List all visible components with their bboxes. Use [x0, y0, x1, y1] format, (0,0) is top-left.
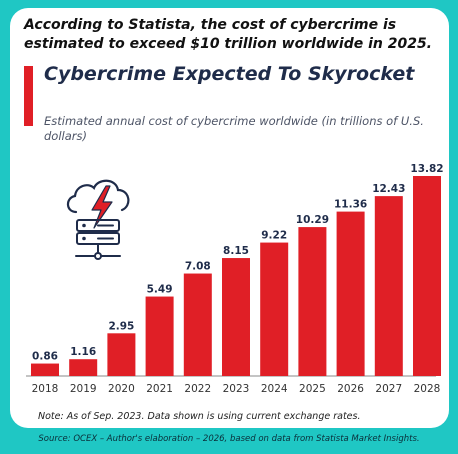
bar-2019	[69, 359, 98, 376]
headline: According to Statista, the cost of cyber…	[24, 17, 433, 52]
x-tick-2018: 2018	[32, 383, 59, 395]
cloud-server-lightning-icon	[66, 179, 130, 260]
bar-2023	[222, 258, 250, 376]
data-label-2021: 5.49	[147, 284, 173, 296]
bar-chart: 0.86 2018 1.16 2019 2.95 2020 5.49 2021 7.08 2022…	[26, 163, 444, 395]
data-label-2018: 0.86	[32, 351, 58, 363]
bar-2020	[107, 333, 136, 376]
data-label-2022: 7.08	[185, 261, 211, 273]
data-label-2020: 2.95	[108, 320, 134, 332]
x-tick-2020: 2020	[108, 383, 135, 395]
chart-title: Cybercrime Expected To Skyrocket	[44, 63, 415, 85]
data-label-2025: 10.29	[296, 214, 329, 226]
x-tick-2026: 2026	[337, 383, 364, 395]
x-tick-2021: 2021	[146, 383, 173, 395]
x-tick-2025: 2025	[299, 383, 326, 395]
bar-2026	[336, 211, 365, 376]
x-tick-2024: 2024	[261, 383, 288, 395]
bar-2027	[374, 196, 403, 376]
infographic-card: According to Statista, the cost of cyber…	[10, 8, 449, 428]
x-tick-2022: 2022	[184, 383, 211, 395]
data-label-2023: 8.15	[223, 245, 249, 257]
bar-2025	[298, 227, 327, 376]
bar-2018	[31, 363, 59, 376]
data-label-2027: 12.43	[372, 183, 405, 195]
x-tick-2028: 2028	[414, 383, 441, 395]
bar-2024	[260, 242, 289, 376]
footnote: Note: As of Sep. 2023. Data shown is usi…	[38, 411, 361, 422]
x-tick-2023: 2023	[223, 383, 250, 395]
bar-2028	[413, 176, 441, 376]
data-label-2026: 11.36	[334, 199, 367, 211]
bar-2022	[183, 273, 212, 376]
data-label-2024: 9.22	[261, 230, 287, 242]
data-label-2028: 13.82	[410, 163, 443, 175]
title-accent-bar	[24, 66, 33, 126]
x-tick-2027: 2027	[375, 383, 402, 395]
chart-subtitle: Estimated annual cost of cybercrime worl…	[44, 114, 424, 143]
x-tick-2019: 2019	[70, 383, 97, 395]
data-label-2019: 1.16	[70, 346, 96, 358]
bar-2021	[145, 296, 174, 376]
source-credit: Source: OCEX – Author's elaboration – 20…	[38, 434, 420, 444]
